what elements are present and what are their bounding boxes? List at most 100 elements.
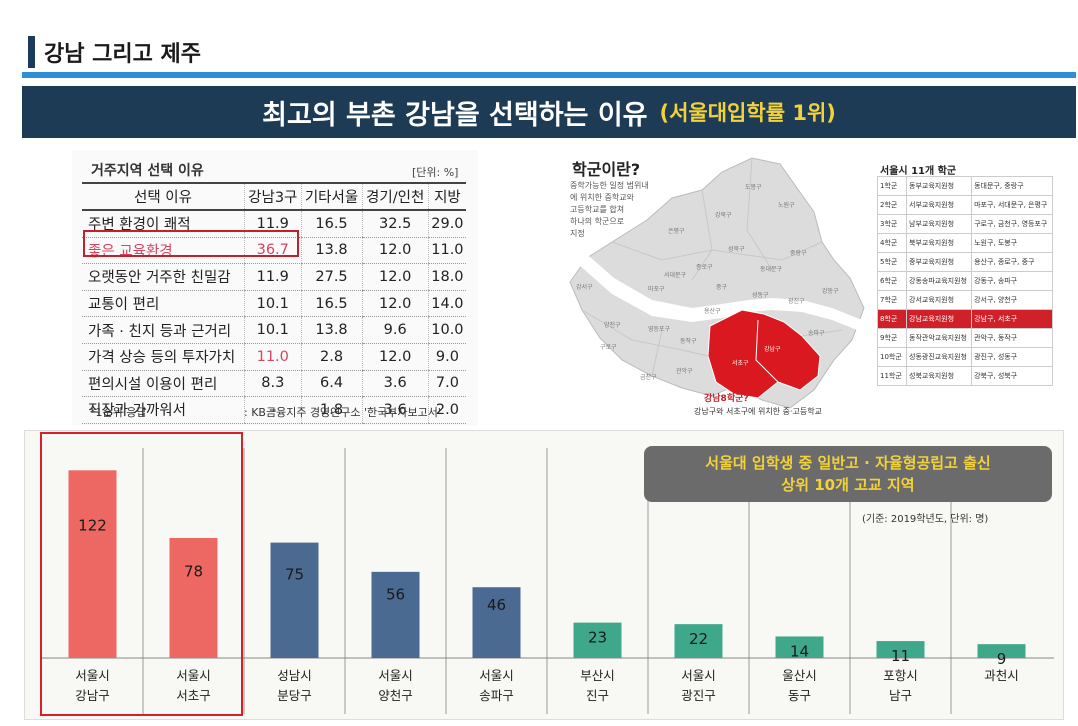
school-district-cell: 마포구, 서대문구, 은평구 bbox=[971, 195, 1053, 215]
gangnam-border-line bbox=[755, 319, 779, 383]
bar-value-label: 46 bbox=[487, 596, 506, 614]
table-cell: 교통이 편리 bbox=[82, 290, 245, 318]
seoul-map bbox=[552, 157, 872, 409]
table-cell: 16.5 bbox=[300, 210, 363, 238]
table-cell: 오랫동안 거주한 친밀감 bbox=[82, 263, 245, 291]
district-label: 중랑구 bbox=[790, 250, 807, 257]
district-label: 송파구 bbox=[808, 330, 825, 337]
table-row: 편의시설 이용이 편리 8.3 6.4 3.6 7.0 bbox=[82, 370, 466, 398]
category-label: 포항시 bbox=[883, 668, 918, 683]
table-row: 교통이 편리 10.1 16.5 12.0 14.0 bbox=[82, 290, 466, 318]
school-district-row: 9학군 동작관악교육지원청 관악구, 동작구 bbox=[877, 328, 1053, 348]
table-cell: 8.3 bbox=[244, 370, 302, 398]
title-divider bbox=[22, 72, 1076, 78]
map-desc-line: 고등학교를 합쳐 bbox=[570, 205, 625, 214]
bar-value-label: 23 bbox=[588, 629, 607, 647]
table-row: 가족 · 친지 등과 근거리 10.1 13.8 9.6 10.0 bbox=[82, 316, 466, 344]
district-label: 강동구 bbox=[822, 288, 839, 295]
chart-bar bbox=[371, 571, 420, 658]
district-label: 강남구 bbox=[764, 346, 781, 353]
map-desc-line: 에 위치한 중학교와 bbox=[570, 193, 634, 202]
table-header-row: 선택 이유 강남3구 기타서울 경기/인천 지방 bbox=[82, 182, 466, 211]
reason-table-unit: [단위: %] bbox=[412, 166, 459, 179]
school-district-row: 6학군 강동송파교육지원청 강동구, 송파구 bbox=[877, 271, 1053, 291]
category-label: 분당구 bbox=[277, 688, 312, 703]
bar-value-label: 56 bbox=[386, 585, 405, 603]
table-cell: 12.0 bbox=[361, 290, 429, 318]
map-desc-line: 하나의 학군으로 bbox=[570, 217, 625, 226]
school-district-cell: 강서교육지원청 bbox=[905, 290, 973, 310]
category-label: 광진구 bbox=[681, 688, 716, 703]
school-district-cell: 강남구, 서초구 bbox=[971, 309, 1053, 329]
school-district-cell: 남부교육지원청 bbox=[905, 214, 973, 234]
district-label: 성북구 bbox=[728, 246, 745, 253]
table-cell: 가족 · 친지 등과 근거리 bbox=[82, 316, 245, 344]
table-cell: 가격 상승 등의 투자가치 bbox=[82, 343, 245, 371]
school-district-list-title: 서울시 11개 학군 bbox=[880, 166, 957, 177]
district-label: 중구 bbox=[716, 284, 728, 291]
chart-bar bbox=[977, 644, 1026, 658]
school-district-row: 2학군 서부교육지원청 마포구, 서대문구, 은평구 bbox=[877, 195, 1053, 215]
school-district-cell: 9학군 bbox=[877, 328, 907, 348]
school-district-row: 4학군 북부교육지원청 노원구, 도봉구 bbox=[877, 233, 1053, 253]
table-cell: 11.0 bbox=[427, 237, 466, 265]
category-label: 서울시 bbox=[378, 668, 413, 683]
district-label: 도봉구 bbox=[745, 184, 762, 191]
school-district-cell: 북부교육지원청 bbox=[905, 233, 973, 253]
school-district-cell: 중부교육지원청 bbox=[905, 252, 973, 272]
chart-bar bbox=[472, 587, 521, 658]
school-district-cell: 5학군 bbox=[877, 252, 907, 272]
gangnam-8-callout: 강남8학군? bbox=[704, 394, 749, 404]
category-label: 서울시 bbox=[176, 668, 211, 683]
district-label: 강북구 bbox=[715, 212, 732, 219]
table-cell: 2.0 bbox=[427, 396, 466, 424]
table-cell: 36.7 bbox=[244, 237, 302, 265]
school-district-cell: 6학군 bbox=[877, 271, 907, 291]
district-label: 마포구 bbox=[648, 286, 665, 293]
category-label: 양천구 bbox=[378, 688, 413, 703]
category-label: 성남시 bbox=[277, 668, 312, 683]
chart-bar bbox=[169, 538, 218, 658]
table-cell: 11.9 bbox=[244, 263, 302, 291]
table-cell: 11.0 bbox=[244, 343, 302, 371]
bar-value-label: 122 bbox=[78, 516, 107, 534]
chart-bar bbox=[270, 542, 319, 658]
table-cell: 10.1 bbox=[244, 290, 302, 318]
gangnam-8-desc: 강남구와 서초구에 위치한 중·고등학교 bbox=[694, 407, 822, 416]
table-header-cell: 강남3구 bbox=[244, 182, 302, 211]
bar-value-label: 75 bbox=[285, 566, 304, 584]
category-label: 서울시 bbox=[479, 668, 514, 683]
table-header-cell: 선택 이유 bbox=[82, 182, 245, 211]
school-district-row: 10학군 성동광진교육지원청 광진구, 성동구 bbox=[877, 347, 1053, 367]
table-cell: 1.8 bbox=[300, 396, 363, 424]
table-cell: 주변 환경이 쾌적 bbox=[82, 210, 245, 238]
district-label: 금천구 bbox=[640, 374, 657, 381]
school-district-cell: 관악구, 동작구 bbox=[971, 328, 1053, 348]
district-label: 영등포구 bbox=[648, 326, 671, 333]
table-cell: 9.0 bbox=[427, 343, 466, 371]
table-row: 직장과 가까워서 –1.8 3.6 2.0 bbox=[82, 396, 466, 424]
category-label: 강남구 bbox=[75, 688, 110, 703]
school-district-row: 5학군 중부교육지원청 용산구, 종로구, 중구 bbox=[877, 252, 1053, 272]
school-district-cell: 구로구, 금천구, 영등포구 bbox=[971, 214, 1053, 234]
chart-bar bbox=[68, 470, 117, 658]
table-cell: 13.8 bbox=[300, 237, 363, 265]
map-desc-line: 중학가능한 일정 범위내 bbox=[570, 181, 649, 190]
district-label: 양천구 bbox=[604, 322, 621, 329]
category-label: 진구 bbox=[586, 688, 609, 703]
banner-highlight-text: (서울대입학률 1위) bbox=[659, 101, 836, 125]
table-row: 주변 환경이 쾌적 11.9 16.5 32.5 29.0 bbox=[82, 210, 466, 238]
reason-table: 선택 이유 강남3구 기타서울 경기/인천 지방 주변 환경이 쾌적 11.9 16… bbox=[82, 182, 466, 424]
chart-bar bbox=[573, 622, 622, 658]
district-label: 동대문구 bbox=[760, 266, 783, 273]
table-source: : KB금융지주 경영연구소 '한국부자보고서' bbox=[244, 406, 441, 419]
table-header-cell: 지방 bbox=[427, 182, 466, 211]
banner-main-text: 최고의 부촌 강남을 선택하는 이유 bbox=[262, 99, 648, 131]
table-cell: 직장과 가까워서 bbox=[82, 396, 245, 424]
education-row-highlight bbox=[83, 230, 299, 257]
chart-title-box: 서울대 입학생 중 일반고 · 자율형공립고 출신 상위 10개 고교 지역 bbox=[644, 446, 1052, 502]
category-label: 송파구 bbox=[479, 688, 514, 703]
table-cell: 7.0 bbox=[427, 370, 466, 398]
table-cell: 10.1 bbox=[244, 316, 302, 344]
